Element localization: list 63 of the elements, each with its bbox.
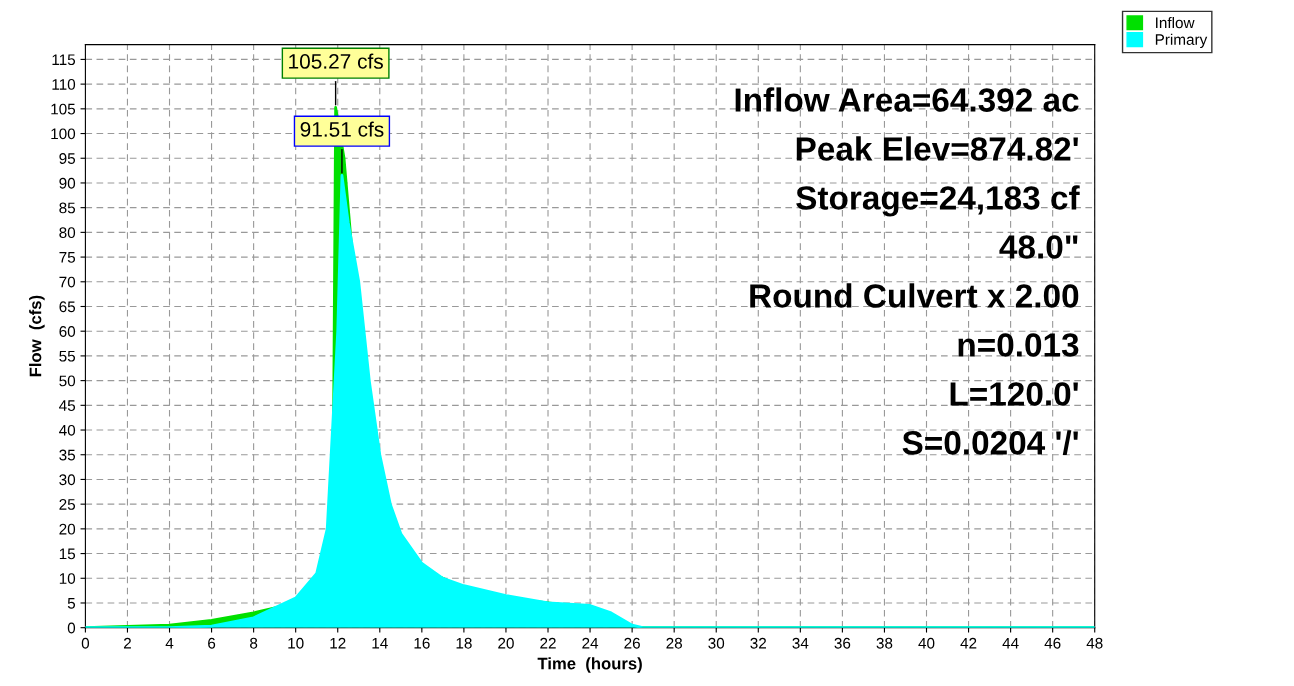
annotation: 91.51 cfs — [300, 121, 384, 137]
x-tick-label: 46 — [1044, 637, 1061, 649]
x-tick-label: 6 — [208, 637, 216, 649]
x-tick-label: 28 — [666, 637, 683, 649]
y-tick-label: 105 — [51, 103, 76, 115]
y-tick-label: 0 — [67, 622, 76, 634]
x-tick-label: 22 — [540, 637, 556, 649]
x-tick-label: 24 — [582, 637, 599, 649]
y-tick-label: 80 — [59, 227, 76, 239]
annotation: Storage=24,183 cf — [796, 185, 1080, 217]
annotation: S=0.0204 '/' — [902, 430, 1078, 456]
y-tick-label: 55 — [59, 350, 76, 362]
y-tick-label: 65 — [59, 301, 76, 313]
x-tick-label: 26 — [624, 637, 640, 649]
x-tick-label: 44 — [1002, 637, 1019, 649]
x-tick-label: 16 — [414, 637, 430, 649]
y-tick-label: 25 — [59, 499, 76, 510]
y-tick-label: 10 — [59, 573, 76, 584]
annotation: 48.0" — [999, 235, 1078, 259]
y-tick-label: 100 — [51, 128, 76, 140]
x-tick-label: 18 — [456, 637, 472, 649]
y-tick-label: 30 — [59, 474, 76, 486]
y-tick-label: 50 — [59, 375, 76, 387]
x-tick-label: 34 — [792, 637, 809, 649]
y-tick-label: 45 — [59, 400, 76, 412]
x-tick-label: 42 — [960, 637, 977, 649]
y-tick-label: 85 — [59, 202, 76, 214]
x-tick-label: 36 — [834, 637, 851, 649]
y-tick-label: 95 — [59, 153, 76, 164]
y-tick-label: 90 — [59, 177, 76, 189]
annotation: 105.27 cfs — [289, 53, 383, 69]
y-tick-label: 35 — [59, 449, 76, 461]
annotation: Inflow Area=64.392 ac — [735, 87, 1079, 112]
annotation: n=0.013 — [958, 333, 1079, 357]
x-tick-label: 0 — [81, 637, 90, 649]
x-tick-label: 30 — [708, 637, 725, 649]
x-axis-title: Time (hours) — [537, 657, 642, 673]
y-tick-label: 110 — [52, 78, 76, 90]
y-tick-label: 70 — [59, 276, 76, 288]
y-tick-label: 15 — [59, 548, 76, 560]
y-tick-label: 60 — [59, 326, 76, 337]
y-axis-title: Flow (cfs) — [29, 295, 45, 377]
y-tick-label: 5 — [67, 598, 76, 609]
x-tick-label: 48 — [1086, 637, 1103, 649]
x-tick-label: 12 — [330, 637, 346, 649]
x-tick-label: 38 — [876, 637, 893, 649]
y-tick-label: 115 — [52, 54, 76, 66]
y-tick-label: 75 — [59, 252, 76, 263]
y-tick-label: 40 — [59, 424, 76, 436]
legend-label: Inflow — [1156, 16, 1195, 29]
legend-label: Primary — [1155, 33, 1208, 48]
x-tick-label: 32 — [750, 637, 767, 649]
x-tick-label: 20 — [498, 637, 514, 649]
x-tick-label: 4 — [165, 637, 174, 649]
y-tick-label: 20 — [59, 523, 76, 535]
x-tick-label: 14 — [372, 637, 388, 649]
x-tick-label: 40 — [918, 637, 935, 649]
x-tick-label: 2 — [123, 637, 131, 649]
annotation: Round Culvert x 2.00 — [750, 283, 1079, 308]
x-tick-label: 10 — [288, 637, 304, 649]
x-tick-label: 8 — [250, 637, 258, 649]
annotation: Peak Elev=874.82' — [796, 136, 1078, 161]
annotation: L=120.0' — [950, 382, 1078, 406]
